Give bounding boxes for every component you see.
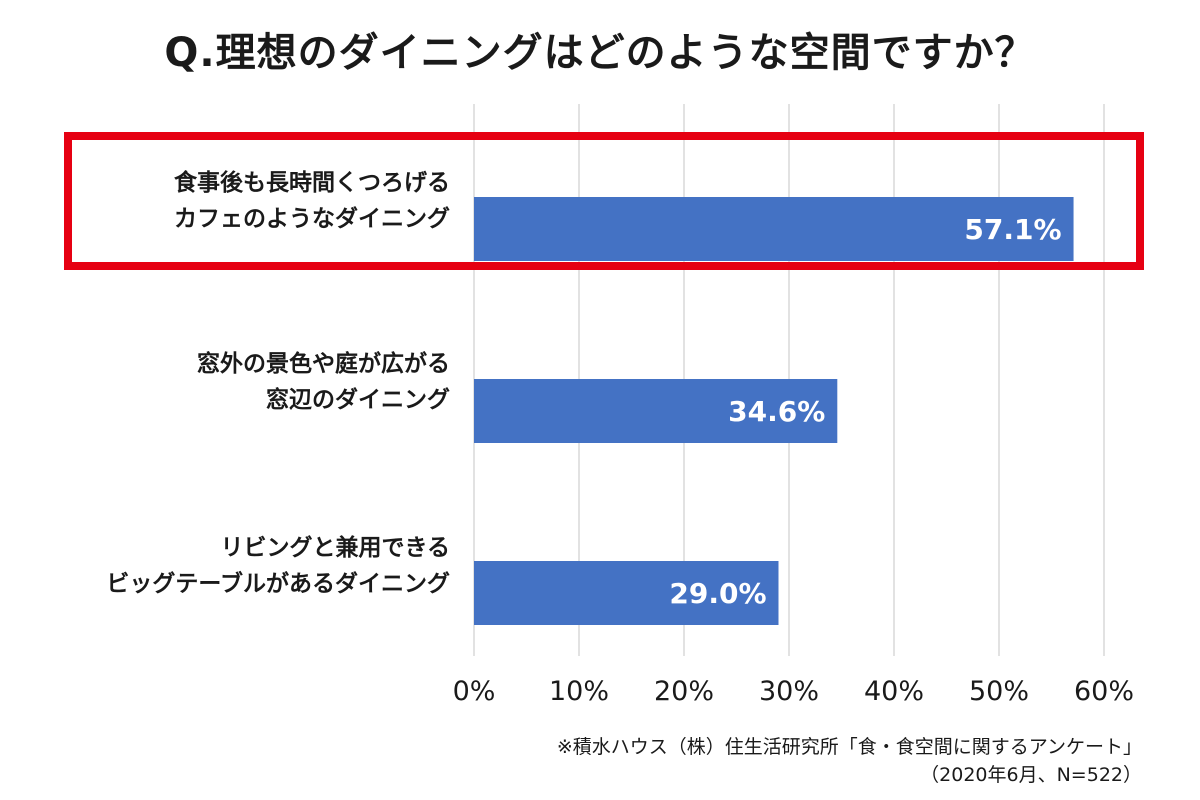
bar [474,561,779,625]
x-tick-label: 50% [969,676,1029,707]
source-note: ※積水ハウス（株）住生活研究所「食・食空間に関するアンケート」 （2020年6月… [557,733,1142,789]
x-tick-label: 0% [453,676,496,707]
source-note-line: ※積水ハウス（株）住生活研究所「食・食空間に関するアンケート」 [556,736,1142,758]
highlight-box [64,132,1144,270]
category-label-cafe-dining: 食事後も長時間くつろげる カフェのようなダイニング [174,170,450,232]
bars [474,197,1074,625]
x-tick-label: 60% [1074,676,1134,707]
bar-data-label: 34.6% [728,395,825,428]
x-axis-tick-labels: 0% 10% 20% 30% 40% 50% 60% [453,676,1134,707]
x-tick-label: 40% [864,676,924,707]
category-label-window-dining: 窓外の景色や庭が広がる 窓辺のダイニング [197,351,450,413]
chart-title: Q.理想のダイニングはどのような空間ですか？ [164,30,1036,76]
x-tick-label: 30% [759,676,819,707]
source-note-line: （2020年6月、N=522） [920,764,1142,786]
bar [474,197,1074,261]
x-tick-label: 10% [549,676,609,707]
x-tick-label: 20% [654,676,714,707]
bar-data-label: 29.0% [669,577,766,610]
category-label-big-table-dining: リビングと兼用できる ビッグテーブルがあるダイニング [106,535,450,597]
bar-data-label: 57.1% [964,213,1061,246]
bar-data-labels: 57.1% 34.6% 29.0% [669,213,1061,610]
bar [474,379,838,443]
